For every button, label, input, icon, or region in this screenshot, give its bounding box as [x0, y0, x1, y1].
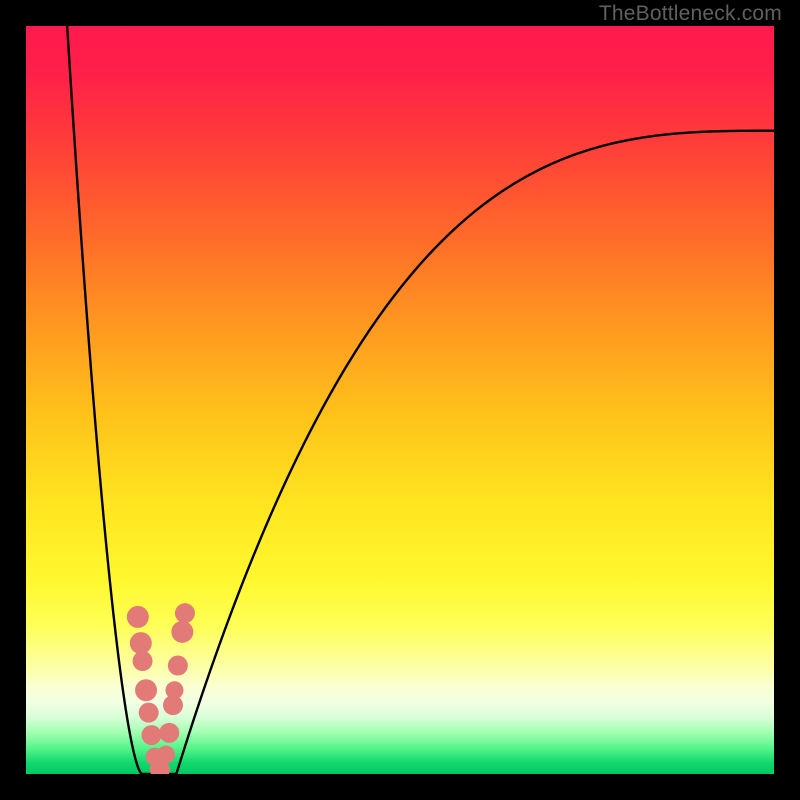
bottleneck-curve-chart	[26, 26, 774, 774]
marker-left-1	[130, 632, 152, 654]
marker-right-4	[168, 656, 188, 676]
marker-right-6	[175, 603, 195, 623]
marker-left-4	[139, 703, 159, 723]
marker-right-0	[157, 746, 175, 764]
marker-right-5	[171, 621, 193, 643]
marker-left-2	[133, 651, 153, 671]
chart-stage: TheBottleneck.com	[0, 0, 800, 800]
plot-area	[26, 26, 774, 774]
marker-left-3	[135, 679, 157, 701]
marker-right-3	[165, 681, 183, 699]
marker-left-5	[142, 725, 162, 745]
marker-left-0	[127, 606, 149, 628]
watermark-text: TheBottleneck.com	[599, 2, 782, 26]
marker-right-1	[159, 723, 179, 743]
